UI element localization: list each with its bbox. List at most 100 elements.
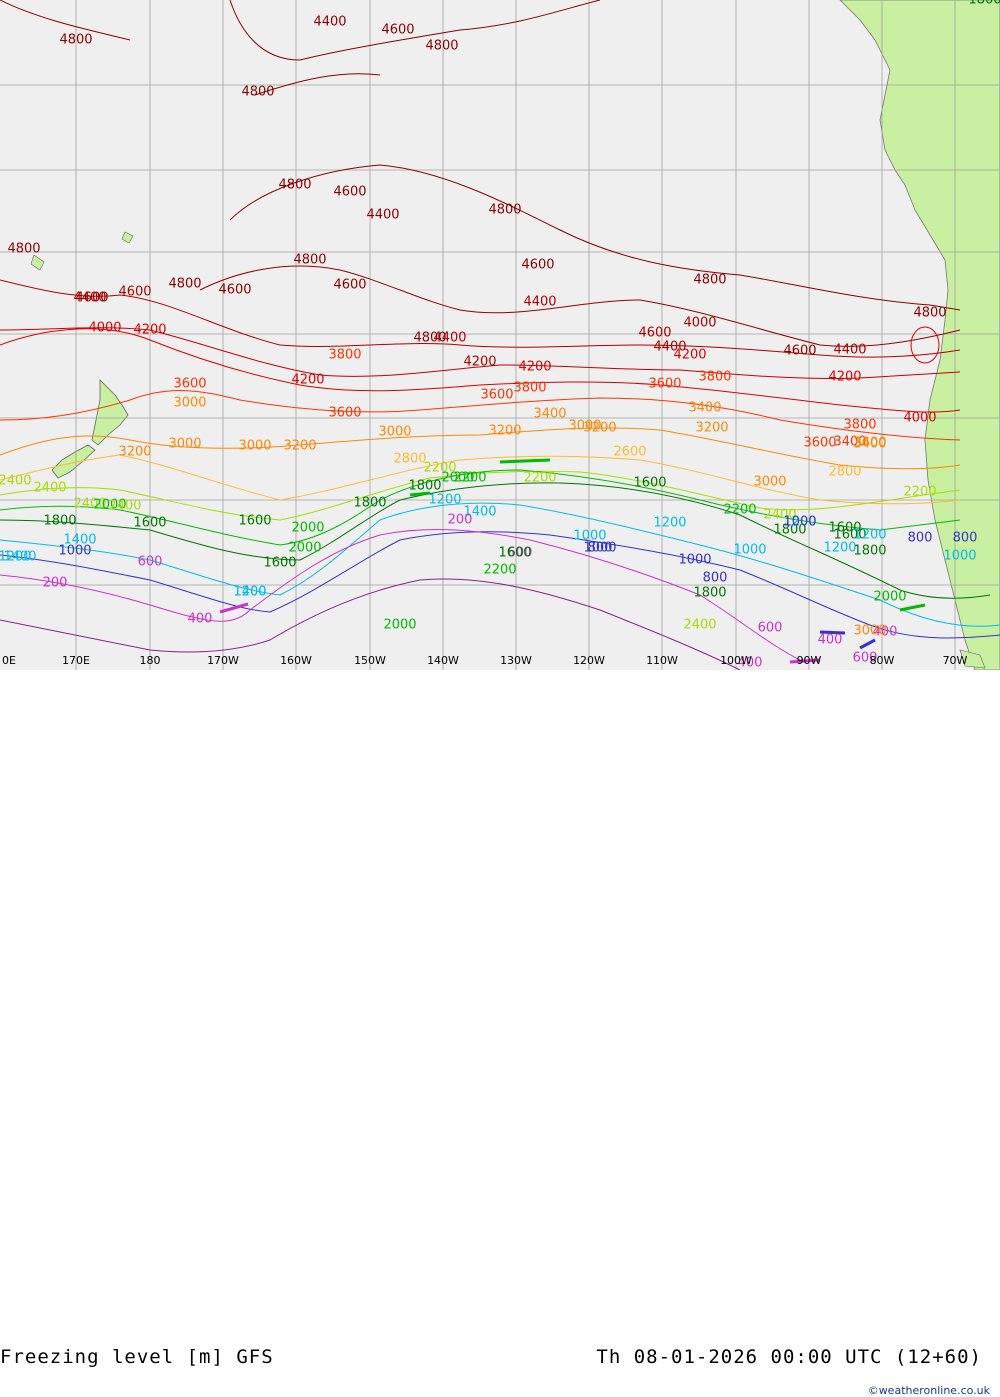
contour-label-3200: 3200 [488,424,521,439]
contour-label-3600: 3600 [803,436,836,451]
lon-label-170w: 170W [207,654,239,667]
contour-2000 [0,469,961,546]
contour-label-400: 400 [818,633,843,648]
contour-label-1200: 1200 [233,585,266,600]
contour-label-2000: 2000 [383,618,416,633]
contour-label-4200: 4200 [463,355,496,370]
contour-label-2800: 2800 [828,465,861,480]
contour-label-4800: 4800 [168,277,201,292]
contour-label-4800: 4800 [59,33,92,48]
contour-label-4600: 4600 [333,278,366,293]
contour-label-4600: 4600 [521,258,554,273]
island-small-3 [959,649,986,669]
contour-label-4600: 4600 [218,283,251,298]
contour-label-3800: 3800 [843,418,876,433]
contour-ring-80w [910,326,940,364]
longitude-labels: 0E 170E 180 170W 160W 150W 140W 130W 120W 110W 100… [2,654,968,667]
contour-label-4600: 4600 [75,291,108,306]
lon-label-partial: 0E [2,654,16,667]
contour-2800 [0,454,961,505]
map-title: Freezing level [m] GFS [0,1346,274,1368]
contour-label-4800: 4800 [425,39,458,54]
contour-label-4400: 4400 [833,343,866,358]
contour-2400 [0,470,961,521]
freezing-level-map: 4800440046004800480048004600440048004800… [0,0,1000,670]
contour-label-2600: 2600 [613,445,646,460]
contour-label-3400: 3400 [533,407,566,422]
contour-label-400: 400 [738,656,763,671]
contour-label-4000: 4000 [683,316,716,331]
contour-label-2000: 2000 [441,471,474,486]
contour-label-3400: 3400 [853,437,886,452]
contour-label-2400: 2400 [73,497,106,512]
contour-4800-north [0,0,601,96]
contour-label-4200: 4200 [133,323,166,338]
contour-4200 [0,327,961,379]
credit-link[interactable]: ©weatheronline.co.uk [867,1384,990,1397]
contour-label-3200: 3200 [283,439,316,454]
lon-label-180: 180 [140,654,161,667]
contour-label-2200: 2200 [453,471,486,486]
contour-label-3000: 3000 [568,419,601,434]
contour-4800-mid [229,164,961,311]
contour-label-3400: 3400 [833,435,866,450]
contour-label-3600: 3600 [328,406,361,421]
contour-label-3000: 3000 [853,624,886,639]
contour-label-1800: 1800 [853,544,886,559]
contour-3600 [0,390,961,441]
contour-label-1400: 1400 [3,550,36,565]
contour-label-800: 800 [908,531,933,546]
contour-label-1000: 1000 [943,549,976,564]
contour-label-3000: 3000 [378,425,411,440]
lon-label-150w: 150W [354,654,386,667]
contour-label-2000: 2000 [873,590,906,605]
contour-label-4400: 4400 [366,208,399,223]
contour-label-4200: 4200 [673,348,706,363]
contour-label-1000: 1000 [678,553,711,568]
contour-label-1600: 1600 [828,521,861,536]
contour-label-1200: 1200 [428,493,461,508]
contour-label-1600: 1600 [133,516,166,531]
contour-label-4600: 4600 [333,185,366,200]
contour-label-3200: 3200 [583,421,616,436]
contour-label-1600: 1600 [498,546,531,561]
contour-label-3600: 3600 [648,377,681,392]
contour-label-1200: 1200 [823,541,856,556]
contour-200 [0,578,741,670]
contour-label-400: 400 [873,625,898,640]
contour-label-3400: 3400 [688,401,721,416]
contour-label-4600: 4600 [638,326,671,341]
lon-label-80w: 80W [870,654,895,667]
contour-label-3600: 3600 [173,377,206,392]
contour-label-4800: 4800 [293,253,326,268]
contour-label-1000: 1000 [733,543,766,558]
contour-label-2800: 2800 [393,452,426,467]
contour-label-1600: 1600 [263,556,296,571]
contour-label-200: 200 [43,576,68,591]
contour-label-800: 800 [588,541,613,556]
lat-lon-grid [0,0,1000,670]
contour-label-1200: 1200 [0,550,32,565]
contour-3200 [0,427,961,470]
contour-label-2400: 2400 [763,508,796,523]
contour-south-lead-3 [819,630,876,650]
lon-label-100w: 100W [720,654,752,667]
contour-label-1000: 1000 [583,541,616,556]
contour-label-1800: 1800 [408,479,441,494]
contour-label-4800: 4800 [913,306,946,321]
contour-label-800: 800 [703,571,728,586]
contour-label-4600: 4600 [118,285,151,300]
contour-label-600: 600 [138,555,163,570]
contour-label-4800: 4800 [7,242,40,257]
contour-label-2000: 2000 [288,541,321,556]
contour-label-4400: 4400 [523,295,556,310]
contour-label-1800: 1800 [968,0,1000,8]
contour-label-4800: 4800 [241,85,274,100]
contour-label-1400: 1400 [463,505,496,520]
contour-label-3000: 3000 [753,475,786,490]
contour-label-2200: 2200 [483,563,516,578]
contour-label-2200: 2200 [423,461,456,476]
contour-label-4200: 4200 [828,370,861,385]
contour-label-800: 800 [953,531,978,546]
contour-label-4400: 4400 [313,15,346,30]
